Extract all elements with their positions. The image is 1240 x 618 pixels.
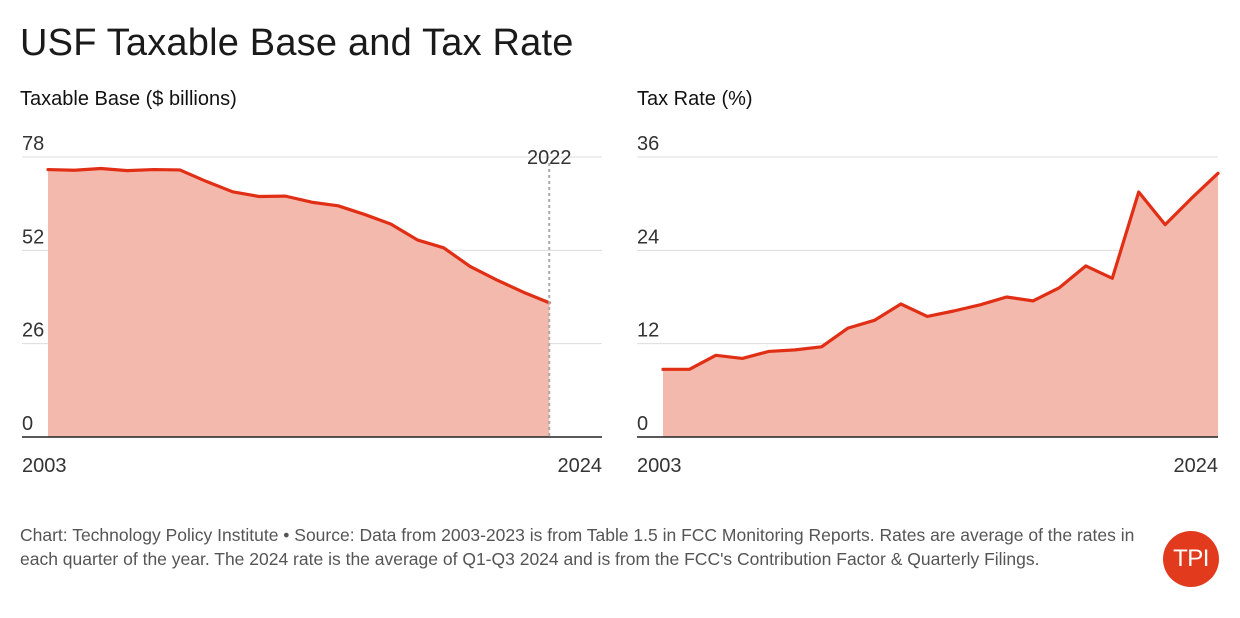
- right-panel-title: Tax Rate (%): [637, 88, 753, 110]
- left-y-tick-label: 52: [22, 226, 44, 248]
- left-reference-label: 2022: [527, 147, 572, 169]
- right-data-point: [661, 367, 665, 371]
- left-data-point: [231, 190, 235, 194]
- left-panel-title: Taxable Base ($ billions): [20, 88, 237, 110]
- source-footnote: Chart: Technology Policy Institute • Sou…: [20, 525, 1135, 569]
- left-x-tick-label: 2024: [558, 455, 603, 477]
- left-series-line: [46, 166, 551, 305]
- left-data-point: [125, 169, 129, 173]
- left-data-point: [442, 246, 446, 250]
- right-x-tick-label: 2003: [637, 455, 682, 477]
- left-y-tick-label: 0: [22, 413, 33, 435]
- left-data-point: [494, 278, 498, 282]
- right-x-tick-label: 2024: [1174, 455, 1219, 477]
- right-data-point: [925, 314, 929, 318]
- left-data-point: [389, 222, 393, 226]
- right-data-point: [820, 345, 824, 349]
- right-y-tick-label: 36: [637, 133, 659, 155]
- left-data-point: [336, 204, 340, 208]
- left-data-point: [178, 168, 182, 172]
- right-data-point: [740, 356, 744, 360]
- right-data-point: [1110, 276, 1114, 280]
- left-data-point: [257, 194, 261, 198]
- right-data-point: [1005, 295, 1009, 299]
- left-data-point: [363, 212, 367, 216]
- left-data-point: [415, 238, 419, 242]
- right-data-point: [899, 302, 903, 306]
- left-data-point: [204, 179, 208, 183]
- right-y-tick-label: 12: [637, 320, 659, 342]
- right-data-point: [1190, 196, 1194, 200]
- right-data-point: [1163, 223, 1167, 227]
- left-data-point: [468, 264, 472, 268]
- left-x-tick-label: 2003: [22, 455, 67, 477]
- right-area-fill: [663, 173, 1218, 438]
- chart-title: USF Taxable Base and Tax Rate: [20, 22, 574, 64]
- right-data-point: [1216, 171, 1220, 175]
- tpi-logo: TPI: [1163, 531, 1219, 587]
- right-y-tick-label: 0: [637, 413, 648, 435]
- right-data-point: [872, 318, 876, 322]
- right-data-point: [846, 326, 850, 330]
- right-series-line: [661, 171, 1220, 371]
- left-y-tick-label: 78: [22, 133, 44, 155]
- left-data-point: [99, 166, 103, 170]
- right-data-point: [952, 309, 956, 313]
- right-data-point: [1031, 299, 1035, 303]
- right-data-point: [1084, 264, 1088, 268]
- left-data-point: [283, 194, 287, 198]
- left-y-tick-label: 26: [22, 320, 44, 342]
- left-data-point: [46, 168, 50, 172]
- left-data-point: [521, 290, 525, 294]
- right-data-point: [1057, 286, 1061, 290]
- right-data-point: [793, 348, 797, 352]
- left-data-point: [72, 168, 76, 172]
- right-data-point: [714, 353, 718, 357]
- right-data-point: [978, 303, 982, 307]
- right-data-point: [767, 349, 771, 353]
- left-data-point: [310, 200, 314, 204]
- right-data-point: [1137, 190, 1141, 194]
- left-area-fill: [48, 168, 550, 437]
- left-data-point: [152, 168, 156, 172]
- right-y-tick-label: 24: [637, 226, 659, 248]
- right-data-point: [687, 367, 691, 371]
